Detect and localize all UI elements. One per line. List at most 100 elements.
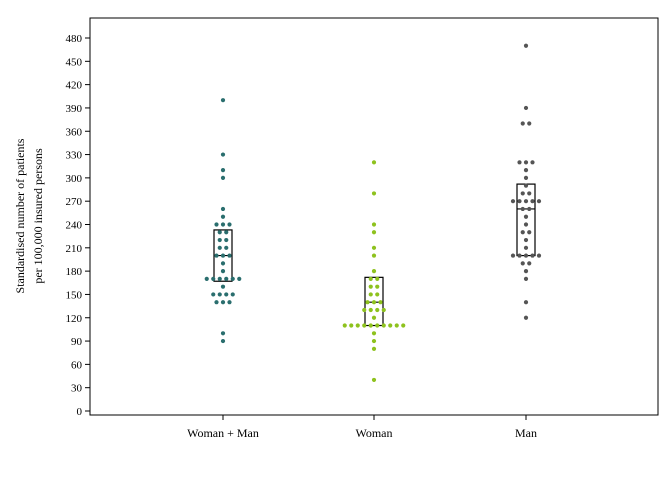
data-point [530, 199, 535, 204]
y-tick-label: 300 [66, 173, 83, 185]
data-point [371, 377, 377, 383]
series-group [204, 98, 242, 344]
y-tick-label: 360 [66, 126, 83, 138]
data-point [214, 222, 219, 227]
y-tick-label: 480 [66, 33, 83, 45]
data-point [227, 222, 232, 227]
y-tick-label: 330 [66, 150, 83, 162]
data-point [523, 214, 529, 219]
plot-frame [89, 17, 659, 416]
data-point [375, 276, 380, 281]
data-point [520, 121, 525, 126]
data-point [523, 276, 529, 281]
data-point [527, 261, 532, 266]
data-point [527, 206, 532, 212]
y-tick-label: 420 [66, 80, 83, 92]
y-tick-label: 270 [66, 196, 83, 208]
data-point [523, 269, 529, 274]
data-point [214, 300, 219, 305]
data-point [220, 331, 226, 336]
data-point [220, 300, 226, 305]
data-point [523, 300, 529, 305]
data-point [378, 300, 383, 305]
data-point [517, 160, 522, 165]
y-tick-label: 180 [66, 266, 83, 278]
data-point [536, 199, 542, 204]
data-point [371, 269, 377, 274]
data-point [368, 307, 373, 313]
data-point [220, 261, 226, 266]
data-point [368, 276, 373, 281]
x-category-label: Woman + Man [187, 426, 259, 440]
data-point [517, 199, 522, 204]
data-point [530, 253, 535, 258]
data-point [214, 253, 219, 258]
data-point [217, 292, 222, 297]
data-point [220, 269, 226, 274]
data-point [510, 253, 516, 258]
data-point [349, 323, 354, 328]
data-point [523, 315, 529, 320]
data-point [523, 175, 529, 180]
data-point [371, 230, 377, 235]
y-axis-label-line: per 100,000 insured persons [31, 148, 45, 284]
data-point [523, 183, 529, 188]
y-tick-label: 0 [77, 406, 83, 418]
data-point [371, 346, 377, 351]
y-tick-label: 90 [71, 336, 83, 348]
data-point [371, 222, 377, 227]
data-point [523, 237, 529, 243]
iqr-box [364, 276, 384, 327]
data-point [368, 292, 373, 297]
data-point [224, 237, 229, 243]
y-tick-label: 60 [71, 359, 83, 371]
data-point [530, 160, 535, 165]
data-point [365, 300, 370, 305]
y-tick-label: 450 [66, 56, 83, 68]
data-point [381, 323, 386, 328]
data-point [520, 261, 525, 266]
data-point [523, 105, 529, 111]
data-point [368, 284, 373, 289]
y-axis: 0 30 60 90 120 150 180 210 240 270 300 330 360 390 420… [66, 33, 90, 418]
data-point [237, 276, 242, 281]
data-point [375, 307, 380, 313]
data-point [381, 307, 386, 313]
data-point [523, 160, 529, 165]
data-point [527, 121, 532, 126]
data-point [224, 292, 229, 297]
y-tick-label: 30 [71, 383, 83, 395]
data-point [204, 276, 209, 281]
x-axis: Woman + Man Woman Man [187, 415, 537, 440]
data-point [536, 253, 542, 258]
data-point [342, 323, 347, 328]
data-point [220, 175, 226, 180]
data-point [375, 284, 380, 289]
data-point [220, 284, 226, 289]
data-point [527, 191, 532, 196]
y-tick-label: 390 [66, 103, 83, 115]
data-point [517, 253, 522, 258]
data-point [371, 331, 377, 336]
data-point [375, 292, 380, 297]
data-point [224, 276, 229, 281]
data-point [375, 323, 380, 328]
x-category-label: Man [515, 426, 537, 440]
data-point [217, 237, 222, 243]
data-point [371, 338, 377, 344]
data-point [211, 292, 216, 297]
series-group [510, 43, 542, 320]
data-point [220, 222, 226, 227]
data-point [523, 222, 529, 227]
data-point [368, 323, 373, 328]
data-point [371, 315, 377, 320]
y-tick-label: 240 [66, 220, 83, 232]
data-point [224, 245, 229, 250]
x-category-label: Woman [355, 426, 392, 440]
y-tick-label: 150 [66, 289, 83, 301]
data-point [217, 276, 222, 281]
data-point [388, 323, 393, 328]
data-point [224, 230, 229, 235]
